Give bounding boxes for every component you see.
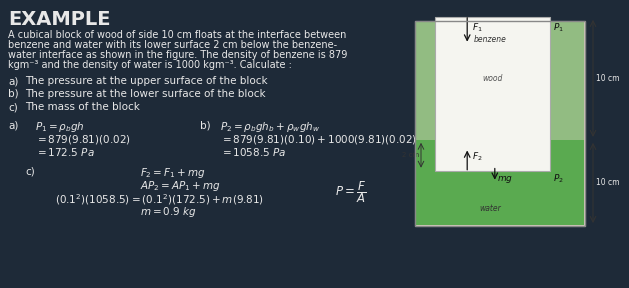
Text: benzene: benzene [474,35,506,44]
Text: $F_2 = F_1 + mg$: $F_2 = F_1 + mg$ [140,166,206,180]
Bar [415,21,585,226]
Text: a): a) [8,120,18,130]
Text: c): c) [25,166,35,176]
Text: 2 cm: 2 cm [402,152,419,158]
Text: kgm⁻³ and the density of water is 1000 kgm⁻³. Calculate :: kgm⁻³ and the density of water is 1000 k… [8,60,292,70]
Text: a): a) [8,76,18,86]
Text: water interface as shown in the figure. The density of benzene is 879: water interface as shown in the figure. … [8,50,347,60]
Text: $m = 0.9\ kg$: $m = 0.9\ kg$ [140,205,197,219]
Text: $mg$: $mg$ [497,174,513,185]
Text: $= 879(9.81)(0.02)$: $= 879(9.81)(0.02)$ [35,133,131,146]
Text: $F_2$: $F_2$ [472,150,483,163]
Text: c): c) [8,102,18,112]
Text: $= 1058.5\ Pa$: $= 1058.5\ Pa$ [220,146,286,158]
Text: b): b) [8,89,19,99]
Bar [416,22,584,140]
Text: 10 cm: 10 cm [596,74,620,83]
Text: EXAMPLE: EXAMPLE [8,10,111,29]
Text: benzene and water with its lower surface 2 cm below the benzene-: benzene and water with its lower surface… [8,40,337,50]
Text: The pressure at the lower surface of the block: The pressure at the lower surface of the… [25,89,265,99]
Text: water: water [479,204,501,213]
Text: $P_2$: $P_2$ [553,173,564,185]
Bar [415,21,585,226]
Text: $AP_2 = AP_1 + mg$: $AP_2 = AP_1 + mg$ [140,179,221,193]
Text: $= 879(9.81)(0.10) + 1000(9.81)(0.02)$: $= 879(9.81)(0.10) + 1000(9.81)(0.02)$ [220,133,417,146]
Text: $P_2 = \rho_b gh_b + \rho_w gh_w$: $P_2 = \rho_b gh_b + \rho_w gh_w$ [220,120,320,134]
Text: b): b) [200,120,211,130]
Text: $P = \dfrac{F}{A}$: $P = \dfrac{F}{A}$ [335,179,367,205]
Text: wood: wood [482,74,503,83]
Text: $(0.1^2)(1058.5) = (0.1^2)(172.5) + m(9.81)$: $(0.1^2)(1058.5) = (0.1^2)(172.5) + m(9.… [55,192,264,207]
Text: $P_1$: $P_1$ [553,22,564,34]
Text: $P_1 = \rho_b gh$: $P_1 = \rho_b gh$ [35,120,85,134]
Text: The mass of the block: The mass of the block [25,102,140,112]
Text: $= 172.5\ Pa$: $= 172.5\ Pa$ [35,146,95,158]
Text: A cubical block of wood of side 10 cm floats at the interface between: A cubical block of wood of side 10 cm fl… [8,30,347,40]
Text: $F_1$: $F_1$ [472,22,483,34]
Bar [435,17,550,171]
Text: 10 cm: 10 cm [596,179,620,187]
Bar [416,140,584,225]
Text: The pressure at the upper surface of the block: The pressure at the upper surface of the… [25,76,267,86]
